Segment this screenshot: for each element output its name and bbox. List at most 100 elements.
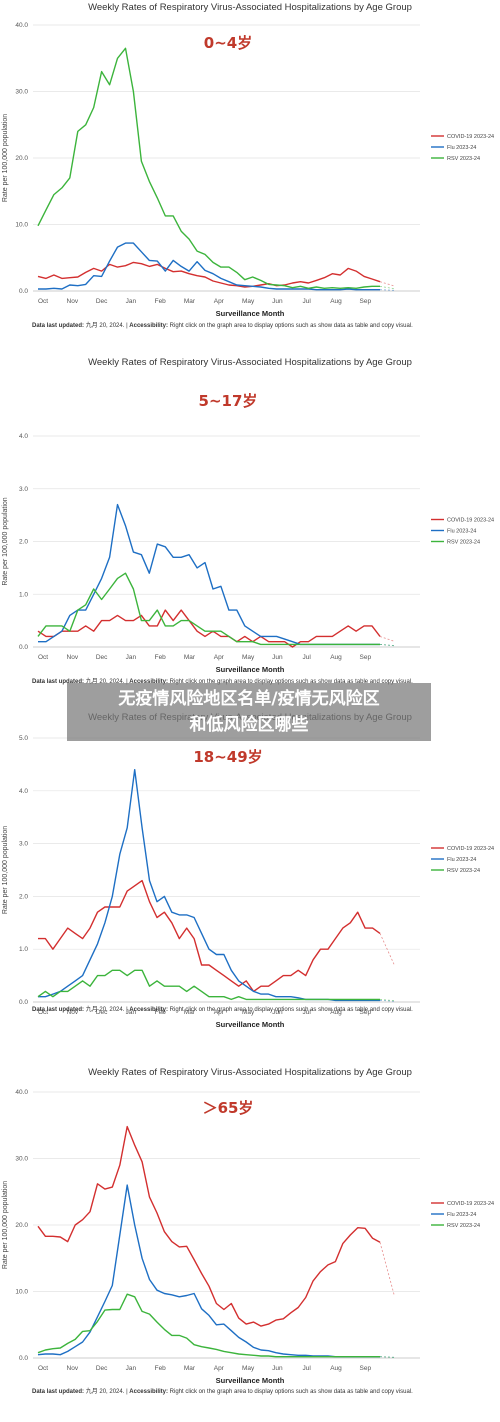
- footnote: Data last updated: 九月 20, 2024. | Access…: [32, 1389, 413, 1395]
- x-tick-label: Jul: [303, 1365, 312, 1372]
- series-line-rsv[interactable]: [37, 572, 380, 646]
- series-preliminary-line: [379, 643, 395, 647]
- series-preliminary-line: [379, 998, 395, 1002]
- age-group-label: 18~49岁: [193, 748, 262, 766]
- footnote: Data last updated: 九月 20, 2024. | Access…: [32, 679, 413, 685]
- series-line-flu[interactable]: [38, 503, 380, 646]
- chart-svg[interactable]: Weekly Rates of Respiratory Virus-Associ…: [0, 0, 500, 355]
- x-tick-label: Jun: [272, 298, 283, 305]
- series-line-flu[interactable]: [38, 242, 380, 291]
- chart-svg[interactable]: Weekly Rates of Respiratory Virus-Associ…: [0, 355, 500, 710]
- series-line-covid[interactable]: [37, 261, 381, 288]
- y-axis-label: Rate per 100,000 population: [2, 497, 9, 585]
- y-tick-label: 30.0: [15, 89, 28, 96]
- series-preliminary-line: [379, 1000, 395, 1002]
- x-tick-label: Nov: [67, 298, 79, 305]
- series-line-rsv[interactable]: [37, 47, 380, 289]
- legend-entry[interactable]: Flu 2023-24: [447, 529, 476, 535]
- x-tick-label: Dec: [96, 654, 108, 661]
- age-group-label: 5~17岁: [199, 392, 258, 410]
- x-tick-label: Nov: [67, 1365, 79, 1372]
- y-tick-label: 2.0: [19, 539, 28, 546]
- series-line-covid[interactable]: [37, 1125, 381, 1327]
- series-preliminary-line: [379, 281, 395, 287]
- x-tick-label: Jan: [126, 1009, 137, 1016]
- legend-entry[interactable]: COVID-19 2023-24: [447, 846, 494, 852]
- x-tick-label: Jul: [303, 298, 312, 305]
- y-tick-label: 10.0: [15, 1289, 28, 1296]
- series-line-rsv[interactable]: [37, 1293, 380, 1358]
- x-tick-label: Aug: [330, 654, 342, 661]
- x-tick-label: Jan: [126, 654, 137, 661]
- x-tick-label: Jun: [272, 654, 283, 661]
- y-tick-label: 0.0: [19, 1355, 28, 1362]
- x-tick-label: Jul: [303, 1009, 312, 1016]
- series-preliminary-line: [379, 1242, 395, 1295]
- x-tick-label: Oct: [38, 298, 48, 305]
- y-tick-label: 5.0: [19, 735, 28, 742]
- legend-entry[interactable]: Flu 2023-24: [447, 1212, 476, 1218]
- age-group-label: 0~4岁: [204, 34, 252, 52]
- series-preliminary-line: [379, 285, 395, 290]
- footnote: Data last updated: 九月 20, 2024. | Access…: [32, 323, 413, 329]
- legend-entry[interactable]: RSV 2023-24: [447, 540, 480, 546]
- series-line-covid[interactable]: [38, 879, 381, 993]
- x-tick-label: Dec: [96, 298, 108, 305]
- series-preliminary-line: [379, 1356, 395, 1358]
- x-tick-label: May: [242, 1009, 255, 1016]
- x-tick-label: Apr: [214, 1009, 225, 1016]
- y-tick-label: 4.0: [19, 788, 28, 795]
- legend-entry[interactable]: COVID-19 2023-24: [447, 518, 494, 524]
- x-tick-label: Dec: [96, 1009, 108, 1016]
- x-tick-label: Aug: [330, 1365, 342, 1372]
- chart-panel-5-17: Weekly Rates of Respiratory Virus-Associ…: [0, 355, 500, 710]
- x-tick-label: Jan: [126, 298, 137, 305]
- x-tick-label: Feb: [155, 298, 167, 305]
- x-tick-label: Oct: [38, 654, 48, 661]
- x-tick-label: Nov: [67, 1009, 79, 1016]
- series-preliminary-line: [379, 933, 395, 965]
- y-axis-label: Rate per 100,000 population: [2, 1181, 9, 1269]
- legend-entry[interactable]: RSV 2023-24: [447, 868, 480, 874]
- x-tick-label: Feb: [155, 1009, 167, 1016]
- legend-entry[interactable]: RSV 2023-24: [447, 1223, 480, 1229]
- y-tick-label: 40.0: [15, 1089, 28, 1096]
- x-tick-label: Jul: [303, 654, 312, 661]
- x-tick-label: Mar: [184, 1009, 196, 1016]
- y-tick-label: 40.0: [15, 22, 28, 29]
- x-tick-label: Mar: [184, 298, 196, 305]
- y-tick-label: 1.0: [19, 946, 28, 953]
- legend-entry[interactable]: COVID-19 2023-24: [447, 1201, 494, 1207]
- x-tick-label: Aug: [330, 298, 342, 305]
- x-tick-label: Mar: [184, 654, 196, 661]
- chart-panel-18-49: Weekly Rates of Respiratory Virus-Associ…: [0, 710, 500, 1065]
- y-tick-label: 0.0: [19, 644, 28, 651]
- x-tick-label: Apr: [214, 298, 225, 305]
- overlay-line-2: 和低风险区哪些: [189, 715, 309, 735]
- legend-entry[interactable]: RSV 2023-24: [447, 156, 480, 162]
- x-tick-label: Apr: [214, 1365, 225, 1372]
- x-tick-label: Apr: [214, 654, 225, 661]
- x-tick-label: May: [242, 1365, 255, 1372]
- y-tick-label: 20.0: [15, 155, 28, 162]
- legend-entry[interactable]: Flu 2023-24: [447, 145, 476, 151]
- series-line-covid[interactable]: [37, 609, 381, 648]
- series-line-rsv[interactable]: [37, 969, 380, 1001]
- footnote: Data last updated: 九月 20, 2024. | Access…: [32, 1007, 413, 1013]
- chart-svg[interactable]: Weekly Rates of Respiratory Virus-Associ…: [0, 1065, 500, 1422]
- overlay-line-1: 无疫情风险地区名单/疫情无风险区: [118, 689, 380, 709]
- x-tick-label: Jun: [272, 1365, 283, 1372]
- x-tick-label: Sep: [360, 1009, 372, 1016]
- legend-entry[interactable]: Flu 2023-24: [447, 857, 476, 863]
- y-tick-label: 0.0: [19, 288, 28, 295]
- x-tick-label: May: [242, 298, 255, 305]
- chart-title: Weekly Rates of Respiratory Virus-Associ…: [88, 357, 412, 368]
- legend-entry[interactable]: COVID-19 2023-24: [447, 134, 494, 140]
- x-tick-label: Sep: [360, 1365, 372, 1372]
- y-tick-label: 20.0: [15, 1222, 28, 1229]
- y-tick-label: 0.0: [19, 999, 28, 1006]
- y-axis-label: Rate per 100,000 population: [2, 826, 9, 914]
- y-tick-label: 10.0: [15, 222, 28, 229]
- x-axis-label: Surveillance Month: [216, 665, 285, 674]
- chart-panel-65-plus: Weekly Rates of Respiratory Virus-Associ…: [0, 1065, 500, 1420]
